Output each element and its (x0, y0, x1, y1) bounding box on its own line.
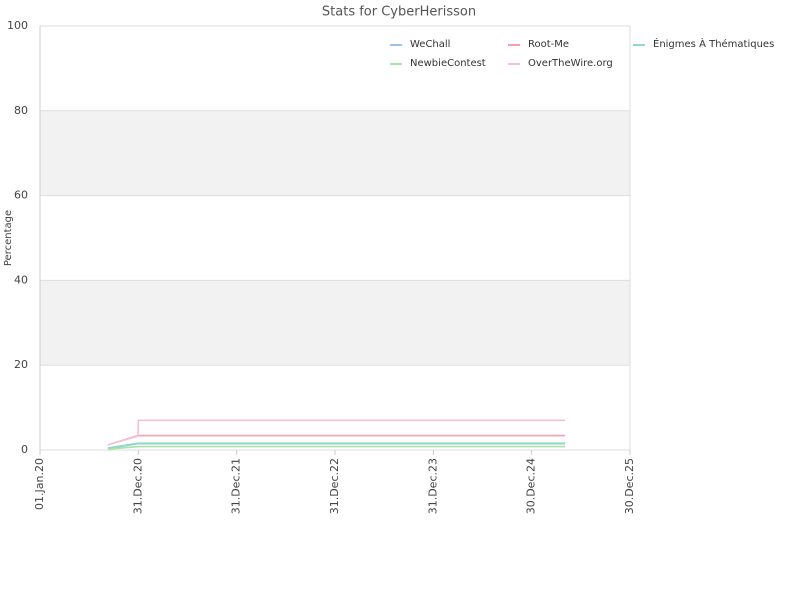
x-tick-label: 31.Dec.22 (328, 458, 341, 514)
x-tick-label: 31.Dec.20 (131, 458, 144, 514)
x-tick-label: 31.Dec.23 (426, 458, 439, 514)
y-tick-label: 80 (14, 104, 28, 117)
y-tick-label: 60 (14, 189, 28, 202)
chart-title: Stats for CyberHerisson (322, 5, 476, 20)
legend-label: Énigmes À Thématiques (653, 37, 774, 50)
plot-band (40, 280, 630, 366)
x-tick-label: 31.Dec.21 (230, 458, 243, 514)
y-tick-label: 100 (7, 19, 28, 32)
legend-label: OverTheWire.org (528, 58, 613, 69)
y-tick-label: 40 (14, 273, 28, 286)
series-line (107, 442, 566, 449)
legend-label: NewbieContest (410, 58, 486, 69)
y-tick-label: 20 (14, 358, 28, 371)
legend-label: WeChall (410, 39, 450, 50)
x-tick-label: 30.Dec.25 (623, 458, 636, 514)
legend-label: Root-Me (528, 39, 569, 50)
plot-band (40, 110, 630, 196)
y-axis-label: Percentage (3, 210, 14, 266)
series-line (107, 445, 566, 450)
y-tick-label: 0 (21, 443, 28, 456)
x-tick-label: 30.Dec.24 (525, 458, 538, 514)
series-line (107, 419, 566, 446)
x-tick-label: 01.Jan.20 (33, 458, 46, 510)
